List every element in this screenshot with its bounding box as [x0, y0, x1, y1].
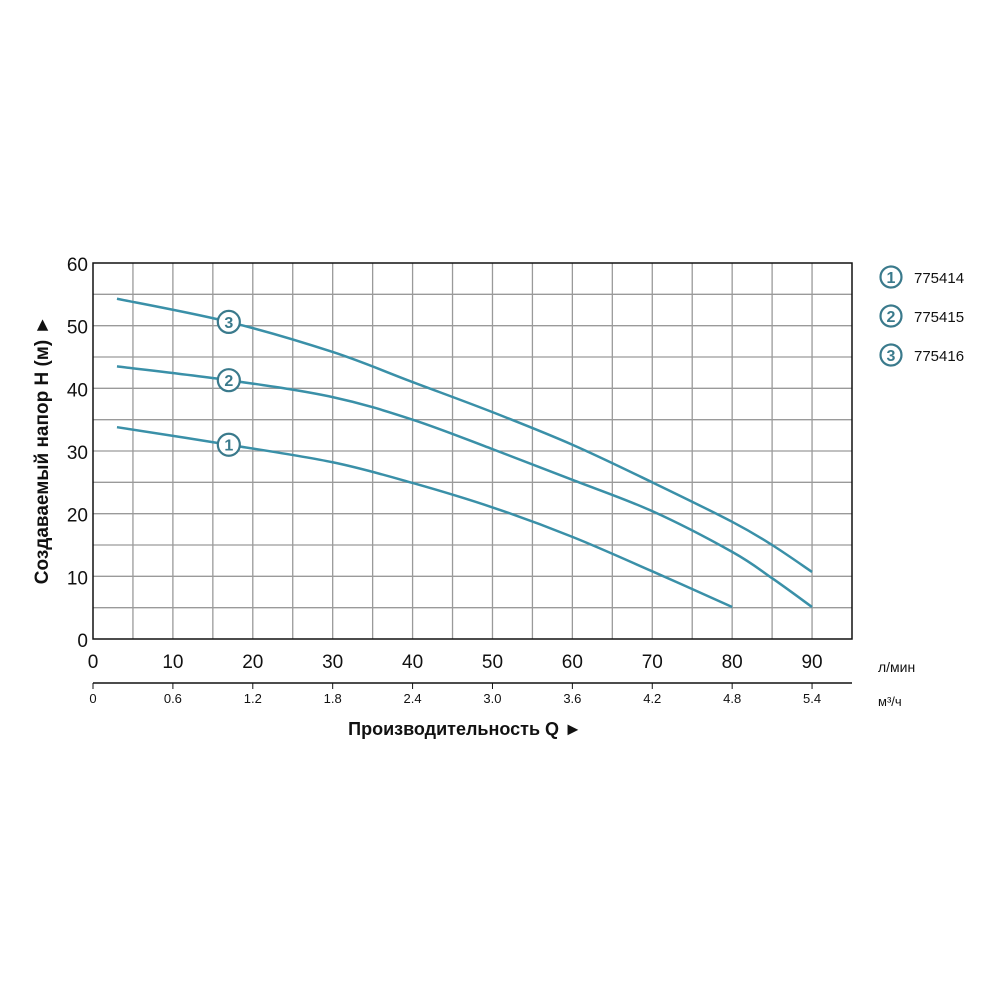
y-tick-label: 0 — [77, 631, 88, 652]
series-line-775414 — [116, 425, 733, 609]
x2-tick-label: 4.2 — [643, 691, 661, 706]
grid — [92, 262, 853, 640]
x2-tick-label: 2.4 — [404, 691, 422, 706]
legend-entry-775415: 775415 — [914, 309, 964, 326]
x-tick-label: 0 — [88, 652, 99, 673]
y-axis-label: Создаваемый напор H (м) ► — [32, 316, 53, 585]
series-marker-circle — [216, 368, 241, 393]
y-tick-label: 60 — [67, 255, 88, 276]
x2-tick-label: 4.8 — [723, 691, 741, 706]
legend-marker-label: 1 — [887, 270, 896, 287]
y-tick-label: 50 — [67, 318, 88, 339]
y-tick-label: 10 — [67, 568, 88, 589]
series-marker-label: 1 — [224, 438, 233, 455]
series-line-775415 — [116, 365, 813, 609]
x2-tick-label: 1.8 — [324, 691, 342, 706]
x2-tick-label: 1.2 — [244, 691, 262, 706]
legend: 1 775414 2 775415 3 775416 — [879, 265, 964, 367]
y-tick-label: 30 — [67, 443, 88, 464]
legend-marker-label: 3 — [887, 348, 896, 365]
series-marker-label: 2 — [224, 373, 233, 390]
y-tick-label: 20 — [67, 506, 88, 527]
x-axis-label: Производительность Q ► — [348, 719, 582, 739]
x2-tick-label: 5.4 — [803, 691, 821, 706]
legend-entry-775416: 775416 — [914, 348, 964, 365]
x-tick-label: 90 — [801, 652, 822, 673]
x-tick-label: 70 — [642, 652, 663, 673]
legend-marker-circle — [879, 343, 903, 367]
x2-tick-label: 3.6 — [563, 691, 581, 706]
x-tick-label: 80 — [722, 652, 743, 673]
legend-marker-label: 2 — [887, 309, 896, 326]
legend-entry-775414: 775414 — [914, 270, 964, 287]
legend-marker-circle — [879, 265, 903, 289]
x-tick-label: 50 — [482, 652, 503, 673]
curves: 1 2 3 — [116, 297, 813, 609]
x-tick-label: 40 — [402, 652, 423, 673]
y-tick-label: 40 — [67, 380, 88, 401]
plot-frame — [92, 262, 853, 640]
x-tick-label: 30 — [322, 652, 343, 673]
series-line-775416 — [116, 297, 813, 573]
series-marker-circle — [216, 432, 241, 457]
series-marker-label: 3 — [224, 315, 233, 332]
x-tick-label: 60 — [562, 652, 583, 673]
x-tick-label: 20 — [242, 652, 263, 673]
x-unit-label: л/мин — [878, 659, 915, 675]
x-tick-label: 10 — [162, 652, 183, 673]
x2-unit-label: м³/ч — [878, 694, 902, 709]
x2-tick-label: 0 — [89, 691, 96, 706]
x2-tick-label: 0.6 — [164, 691, 182, 706]
legend-marker-circle — [879, 304, 903, 328]
series-marker-circle — [216, 309, 241, 335]
x2-tick-label: 3.0 — [483, 691, 501, 706]
ticks: 0 10 20 30 40 50 60 0 10 20 30 40 50 60 70 80 90 0 0.6 1.2 1… — [67, 255, 852, 706]
